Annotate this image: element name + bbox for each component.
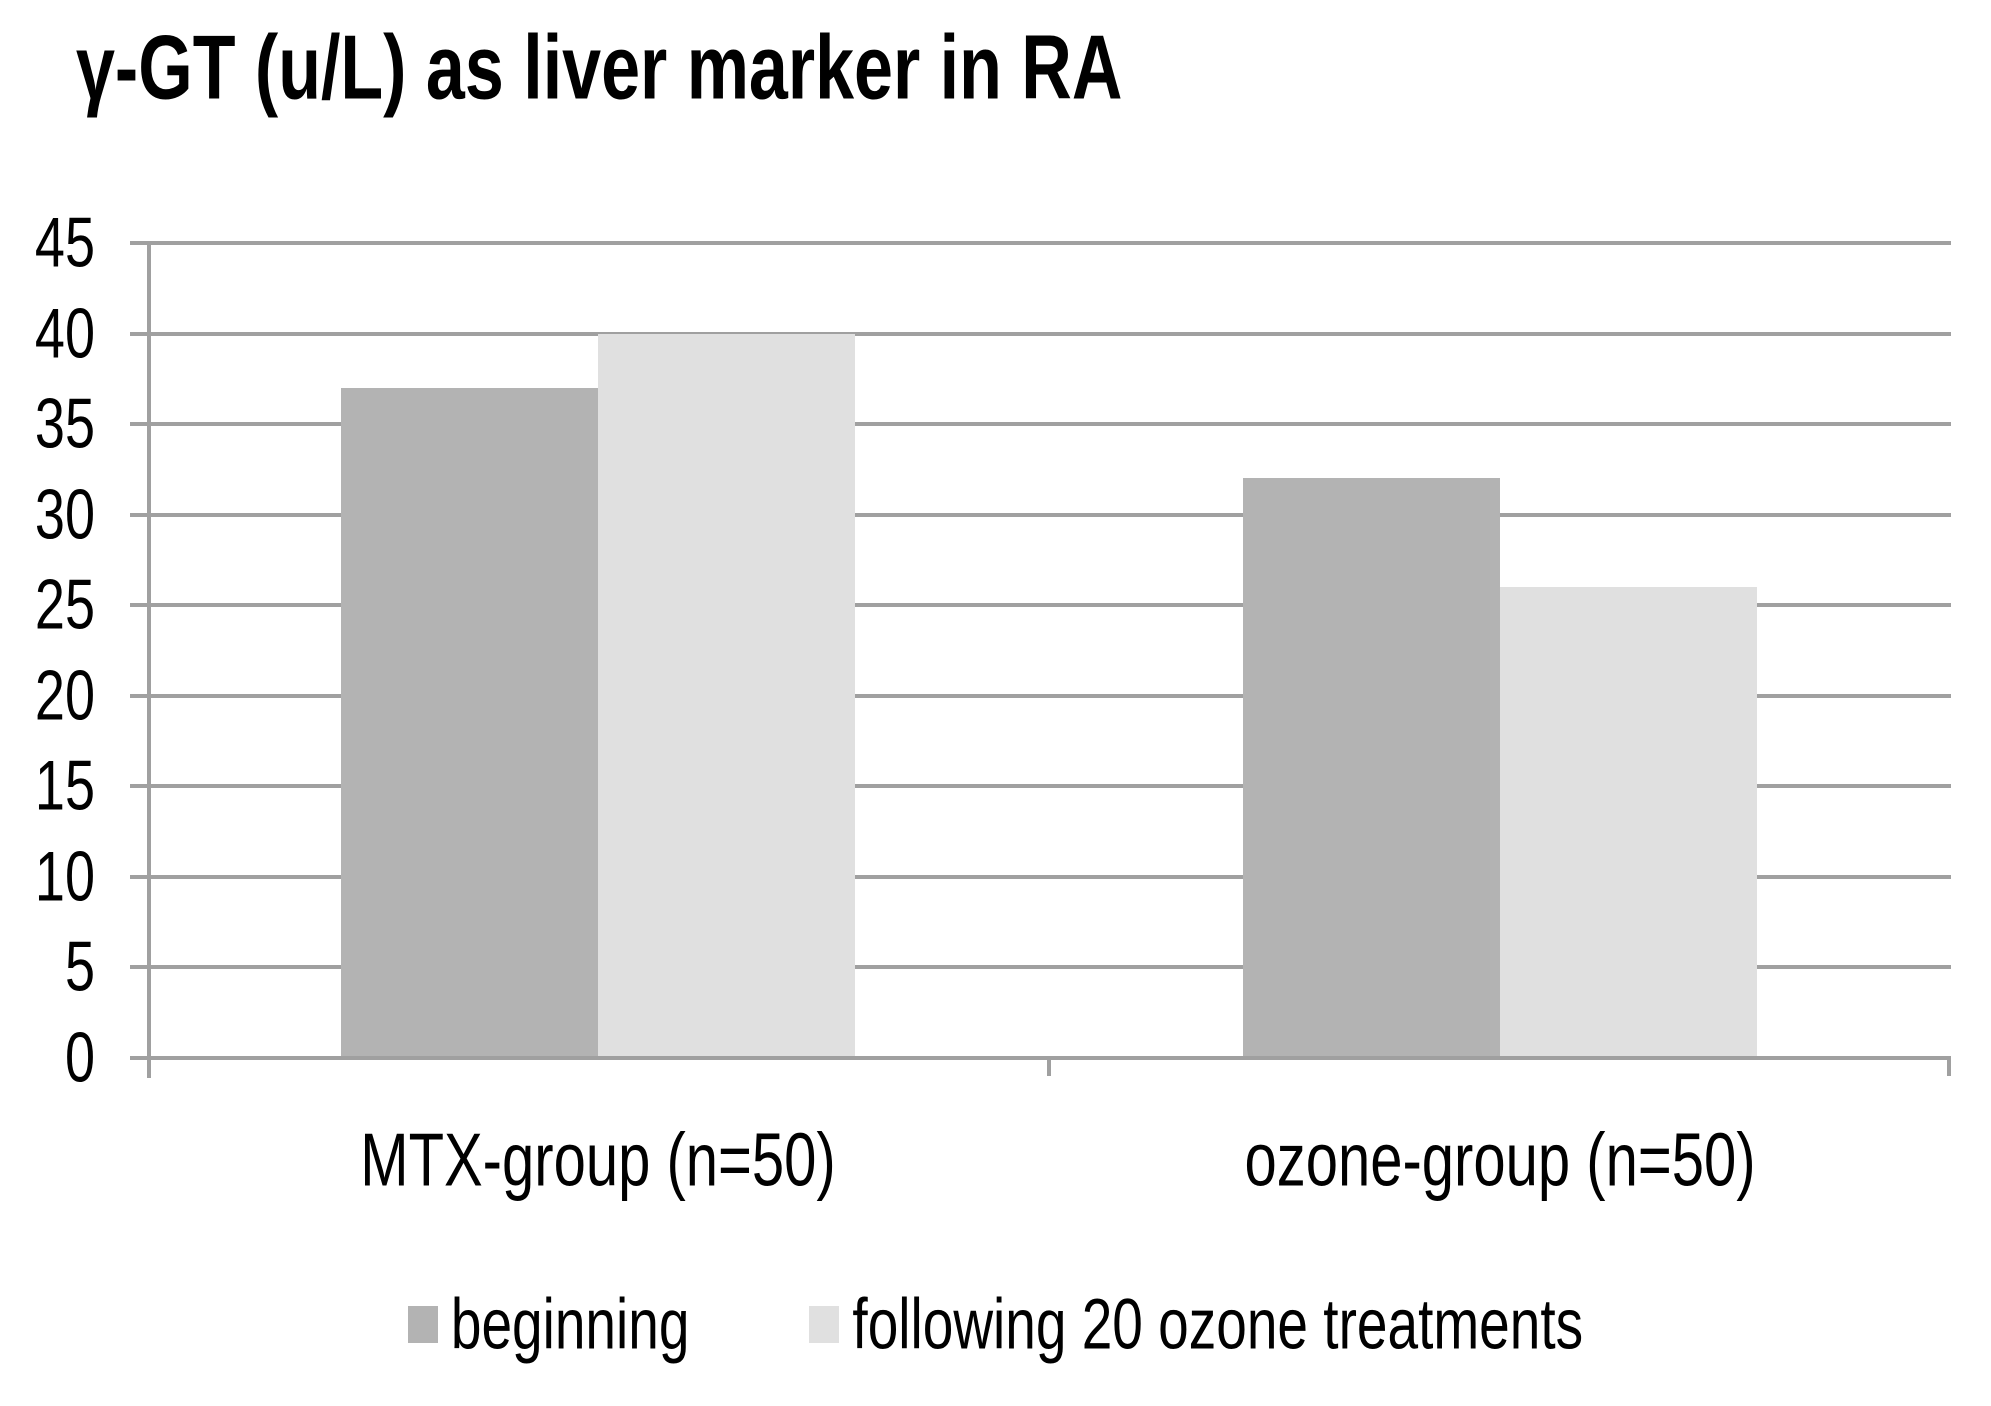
legend-item-following: following 20 ozone treatments: [809, 1288, 1583, 1360]
legend: beginning following 20 ozone treatments: [0, 1288, 1991, 1360]
gridline-y20: [130, 693, 1951, 698]
bar-following-MTX-group: [598, 333, 855, 1058]
ytick-label-25: 25: [34, 566, 95, 645]
gridline-y45: [130, 241, 1951, 245]
gridline-y35: [130, 422, 1951, 427]
gridline-y15: [130, 784, 1951, 789]
ytick-label-30: 30: [34, 475, 95, 554]
ytick-label-15: 15: [34, 747, 95, 826]
ytick-label-40: 40: [34, 294, 95, 373]
ytick-label-5: 5: [64, 928, 95, 1007]
bar-following-ozone-group: [1500, 587, 1757, 1058]
legend-item-beginning: beginning: [407, 1288, 689, 1360]
category-label-ozone-group: ozone-group (n=50): [1244, 1117, 1756, 1203]
bar-beginning-MTX-group: [341, 387, 598, 1058]
bar-beginning-ozone-group: [1243, 478, 1500, 1058]
gridline-y25: [130, 603, 1951, 608]
x-axis-line: [130, 1056, 1951, 1060]
legend-swatch-following-icon: [809, 1306, 840, 1343]
x-axis-tick-mid: [1047, 1058, 1051, 1076]
ytick-label-20: 20: [34, 656, 95, 735]
legend-label-following: following 20 ozone treatments: [852, 1283, 1584, 1365]
plot-area: 0 5 10 15 20 25 30 35 40 45: [35, 204, 1951, 1097]
category-axis: MTX-group (n=50) ozone-group (n=50): [147, 1119, 1951, 1209]
ytick-label-35: 35: [34, 385, 95, 464]
y-axis-line: [147, 243, 151, 1078]
ytick-label-10: 10: [34, 837, 95, 916]
legend-swatch-beginning-icon: [407, 1306, 438, 1343]
ytick-label-45: 45: [34, 204, 95, 282]
ytick-label-0: 0: [64, 1019, 95, 1097]
category-label-mtx-group: MTX-group (n=50): [360, 1117, 836, 1203]
legend-label-beginning: beginning: [450, 1283, 690, 1365]
gridline-y10: [130, 874, 1951, 879]
gridline-y30: [130, 512, 1951, 517]
gridline-y40: [130, 331, 1951, 336]
chart-title: γ-GT (u/L) as liver marker in RA: [76, 16, 1123, 119]
gridline-y5: [130, 965, 1951, 970]
x-axis-tick-end: [1947, 1058, 1951, 1076]
